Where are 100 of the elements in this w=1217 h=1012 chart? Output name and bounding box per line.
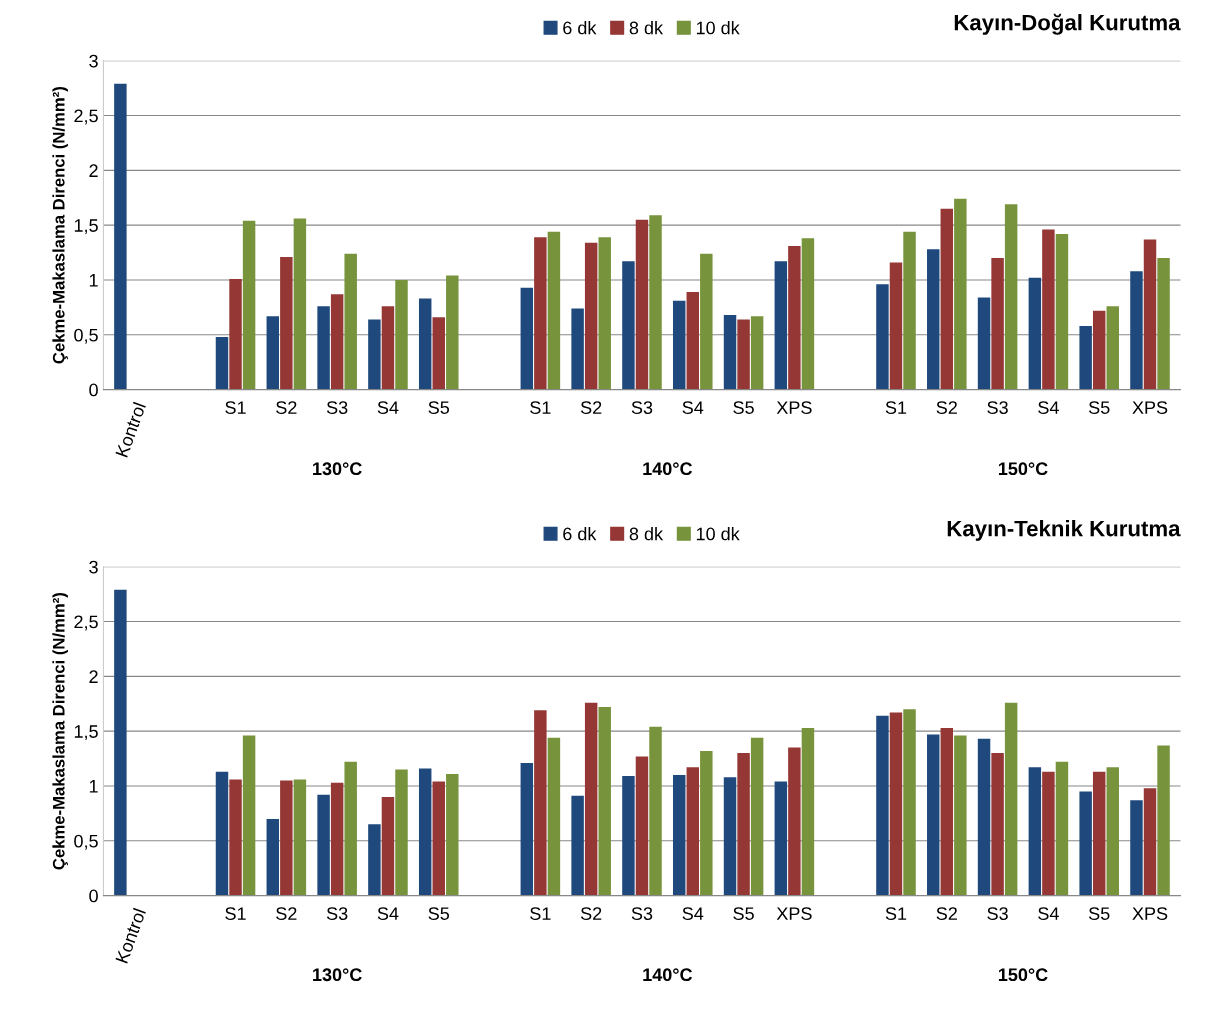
chart-title: Kayın-Doğal Kurutma (954, 13, 1181, 35)
x-tick-label: S5 (733, 907, 754, 920)
y-tick-label: 2 (89, 164, 98, 177)
x-tick-label: S3 (987, 907, 1008, 920)
bar (229, 278, 242, 390)
bar (534, 237, 547, 390)
bar (876, 715, 889, 896)
y-tick-label: 3 (89, 560, 98, 574)
bar (1106, 306, 1119, 390)
x-tick-label: S2 (276, 401, 297, 414)
bar (330, 294, 344, 390)
y-tick-label: 2,5 (74, 109, 98, 125)
bar (649, 215, 662, 390)
y-tick-label: 0,5 (74, 834, 98, 850)
x-tick-label: XPS (1132, 907, 1168, 920)
bar (368, 824, 381, 896)
bar (1079, 326, 1092, 390)
bar (1106, 767, 1119, 896)
x-tick-label: S5 (1088, 401, 1110, 414)
bar (889, 712, 903, 896)
bar (622, 261, 635, 390)
text: 130°C (313, 968, 362, 982)
y-tick-label: 0 (89, 889, 98, 903)
bar (774, 781, 788, 896)
x-tick-label: S2 (936, 401, 957, 414)
bar (723, 777, 737, 896)
bar (571, 795, 584, 896)
y-tick-label: 2,5 (74, 615, 98, 631)
bar (801, 727, 815, 896)
y-tick-label: 0,5 (74, 328, 98, 344)
y-tick-label: 1,5 (74, 725, 98, 741)
y-tick-label: 1 (89, 274, 98, 287)
x-tick-label: S5 (1088, 907, 1110, 920)
bar (446, 275, 459, 390)
bar (534, 710, 547, 896)
text: 150°C (998, 462, 1048, 476)
x-tick-label: S1 (885, 401, 907, 414)
bar (1042, 771, 1055, 896)
bar (700, 253, 713, 390)
x-tick-label: S4 (1038, 907, 1059, 920)
bar (381, 306, 395, 390)
bar (686, 292, 699, 390)
x-tick-label: S1 (225, 401, 246, 414)
bar (1028, 277, 1042, 390)
x-tick-label: S5 (428, 907, 450, 920)
x-tick-label: S5 (428, 401, 450, 414)
legend-label: 6 dk (563, 21, 597, 35)
bar (1130, 271, 1143, 390)
bar (903, 709, 916, 896)
bar (280, 780, 293, 896)
bar (215, 337, 229, 390)
bar (1004, 702, 1018, 896)
bar (1092, 310, 1106, 390)
bar (940, 208, 954, 390)
bar (1004, 204, 1018, 390)
bar (330, 782, 344, 896)
bar (418, 298, 432, 390)
bar (622, 776, 635, 896)
legend-label: 10 dk (696, 527, 740, 541)
x-tick-label: S3 (631, 907, 653, 920)
bar (229, 779, 242, 896)
bar (584, 242, 598, 390)
bar (1157, 745, 1170, 896)
y-tick-label: 0 (89, 383, 98, 397)
bar (547, 737, 561, 896)
bar (903, 231, 916, 390)
bar (737, 319, 750, 390)
bar (114, 83, 127, 390)
bar (649, 726, 662, 896)
text: 150°C (998, 968, 1048, 982)
bar (395, 769, 408, 896)
legend-label: 8 dk (629, 21, 664, 35)
text: 140°C (643, 968, 693, 982)
bar (788, 246, 801, 390)
bar (547, 231, 561, 390)
bar (801, 238, 815, 390)
x-tick-label: S3 (326, 401, 348, 414)
y-tick-label: 3 (89, 54, 98, 68)
bar (1028, 767, 1042, 896)
x-tick-label: S1 (225, 907, 246, 920)
bar (266, 818, 280, 896)
y-tick-label: 1,5 (74, 219, 98, 235)
x-tick-label: XPS (776, 401, 812, 414)
x-tick-label: S1 (885, 907, 907, 920)
chart-title: Kayın-Teknik Kurutma (947, 520, 1181, 541)
x-tick-label: S3 (987, 401, 1008, 414)
bar (635, 756, 649, 896)
legend-label: 6 dk (563, 527, 597, 541)
bar (242, 220, 256, 390)
bar (750, 737, 764, 896)
bar (954, 735, 967, 896)
bar (977, 738, 991, 896)
bar (672, 300, 686, 390)
bar (1079, 791, 1092, 896)
bar (344, 761, 357, 896)
bar (317, 306, 330, 390)
bar (1157, 258, 1170, 390)
legend-label: 8 dk (629, 527, 664, 541)
x-tick-label: XPS (776, 907, 812, 920)
bar (737, 753, 750, 896)
